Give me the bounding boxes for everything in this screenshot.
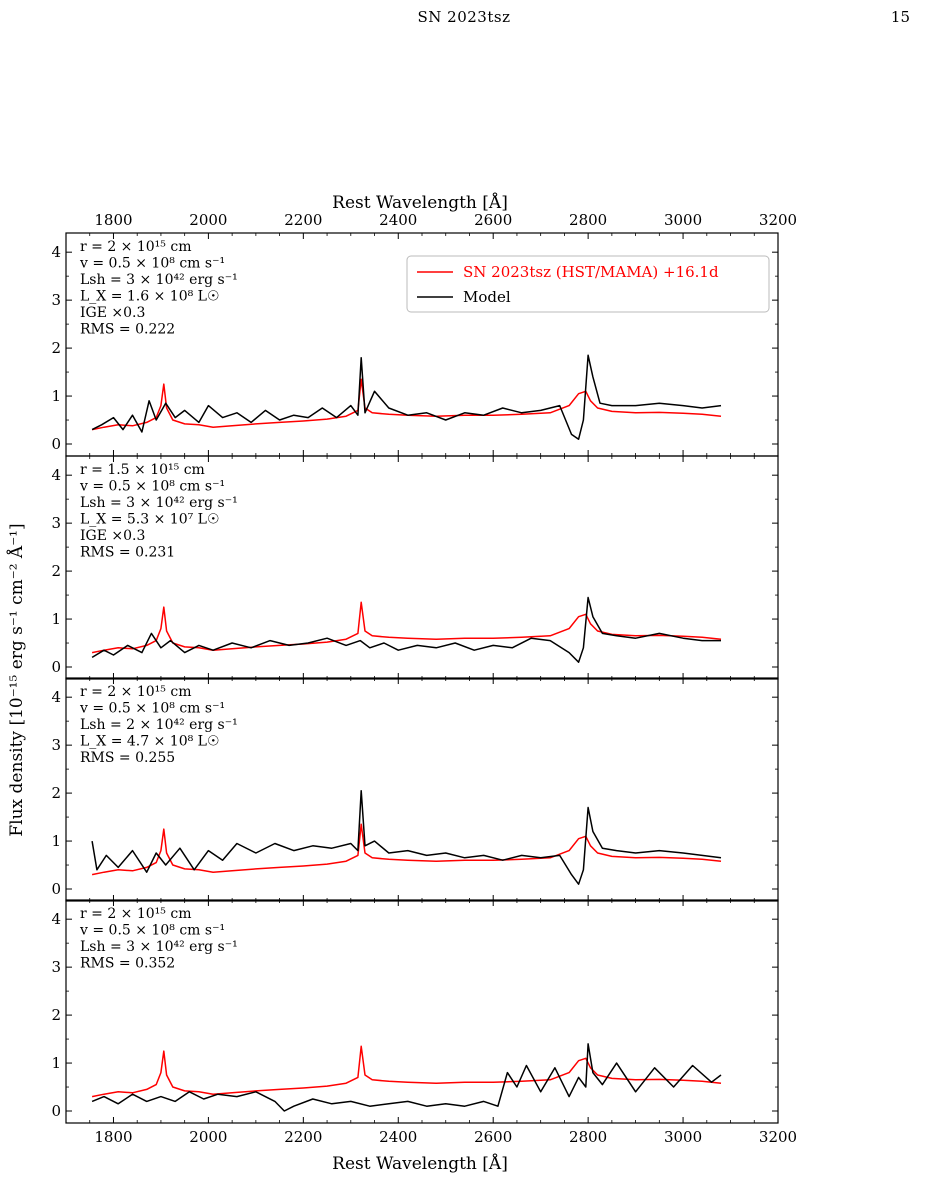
y-tick-label: 3 [51,958,61,976]
top-x-tick-label: 3000 [664,211,702,229]
y-tick-label: 1 [51,832,61,850]
y-tick-label: 4 [51,243,61,261]
legend-box [406,255,770,313]
observed-spectrum-line [91,1045,722,1098]
parameter-annotation: r = 2 × 10¹⁵ cm [80,239,191,255]
y-tick-label: 1 [51,610,61,628]
parameter-annotation: v = 0.5 × 10⁸ cm s⁻¹ [79,479,225,495]
y-tick-label: 2 [51,1006,61,1024]
panel-4: 1800 2000 2200 2400 2600 2800 3000 3200 0 1 2 3 4 r =… [51,899,797,1146]
model-spectrum-line [91,789,722,885]
top-x-tick-label: 2800 [569,211,607,229]
page-header-title: SN 2023tsz [417,8,511,26]
y-tick-label: 1 [51,1054,61,1072]
observed-spectrum-line [91,823,722,876]
parameter-annotation: IGE ×0.3 [80,305,145,321]
panel-2: 0 1 2 3 4 r = 1.5 × 10¹⁵ cmv = 0.5 × 10⁸ cm s… [51,455,779,680]
y-tick-label: 1 [51,387,61,405]
bottom-x-tick-label: 2200 [284,1128,322,1146]
bottom-x-tick-label: 1800 [94,1128,132,1146]
bottom-x-tick-label: 2800 [569,1128,607,1146]
top-x-tick-label: 2200 [284,211,322,229]
legend: SN 2023tsz (HST/MAMA) +16.1d Model [406,255,770,313]
observed-spectrum-line [91,378,722,431]
top-x-tick-label: 2600 [474,211,512,229]
y-tick-label: 2 [51,784,61,802]
bottom-x-tick-label: 2000 [189,1128,227,1146]
bottom-x-tick-label: 3200 [759,1128,797,1146]
parameter-annotation: IGE ×0.3 [80,528,145,544]
parameter-annotation: L_X = 4.7 × 10⁸ L☉ [80,734,220,750]
y-tick-label: 3 [51,736,61,754]
page-number: 15 [890,8,910,26]
y-tick-label: 4 [51,910,61,928]
parameter-annotation: RMS = 0.352 [80,956,175,972]
model-spectrum-line [91,354,722,440]
y-tick-label: 0 [51,658,61,676]
parameter-annotation: r = 1.5 × 10¹⁵ cm [80,462,205,478]
y-tick-label: 0 [51,880,61,898]
y-tick-label: 3 [51,291,61,309]
bottom-x-axis-label: Rest Wavelength [Å] [332,1153,508,1174]
parameter-annotation: v = 0.5 × 10⁸ cm s⁻¹ [79,923,225,939]
panel-1: 1800 2000 2200 2400 2600 2800 3000 3200 0 1 2 3 4 r =… [51,211,797,457]
y-tick-label: 0 [51,435,61,453]
parameter-annotation: RMS = 0.231 [80,545,175,561]
parameter-annotation: L_X = 1.6 × 10⁸ L☉ [80,289,220,305]
bottom-x-tick-label: 2600 [474,1128,512,1146]
y-tick-label: 2 [51,562,61,580]
parameter-annotation: RMS = 0.255 [80,750,175,766]
parameter-annotation: v = 0.5 × 10⁸ cm s⁻¹ [79,256,225,272]
parameter-annotation: v = 0.5 × 10⁸ cm s⁻¹ [79,701,225,717]
legend-label: SN 2023tsz (HST/MAMA) +16.1d [463,263,719,281]
y-tick-label: 2 [51,339,61,357]
parameter-annotation: Lsh = 3 × 10⁴² erg s⁻¹ [80,495,238,511]
y-axis-label: Flux density [10⁻¹⁵ erg s⁻¹ cm⁻² Å⁻¹] [6,523,27,836]
bottom-x-tick-label: 2400 [379,1128,417,1146]
observed-spectrum-line [91,601,722,654]
parameter-annotation: Lsh = 3 × 10⁴² erg s⁻¹ [80,939,238,955]
y-tick-label: 0 [51,1102,61,1120]
parameter-annotation: r = 2 × 10¹⁵ cm [80,684,191,700]
top-x-tick-label: 1800 [94,211,132,229]
parameter-annotation: r = 2 × 10¹⁵ cm [80,906,191,922]
parameter-annotation: RMS = 0.222 [80,322,175,338]
y-tick-label: 3 [51,514,61,532]
parameter-annotation: L_X = 5.3 × 10⁷ L☉ [80,512,220,528]
top-x-tick-label: 2000 [189,211,227,229]
parameter-annotation: Lsh = 2 × 10⁴² erg s⁻¹ [80,717,238,733]
bottom-x-tick-label: 3000 [664,1128,702,1146]
top-x-tick-label: 3200 [759,211,797,229]
model-spectrum-line [91,596,721,663]
y-tick-label: 4 [51,688,61,706]
legend-label: Model [463,288,511,306]
top-x-tick-label: 2400 [379,211,417,229]
panel-3: 0 1 2 3 4 r = 2 × 10¹⁵ cmv = 0.5 × 10⁸ cm s⁻¹… [51,677,779,902]
top-x-axis-label: Rest Wavelength [Å] [332,192,508,213]
model-spectrum-line [91,1043,722,1112]
y-tick-label: 4 [51,466,61,484]
parameter-annotation: Lsh = 3 × 10⁴² erg s⁻¹ [80,272,238,288]
